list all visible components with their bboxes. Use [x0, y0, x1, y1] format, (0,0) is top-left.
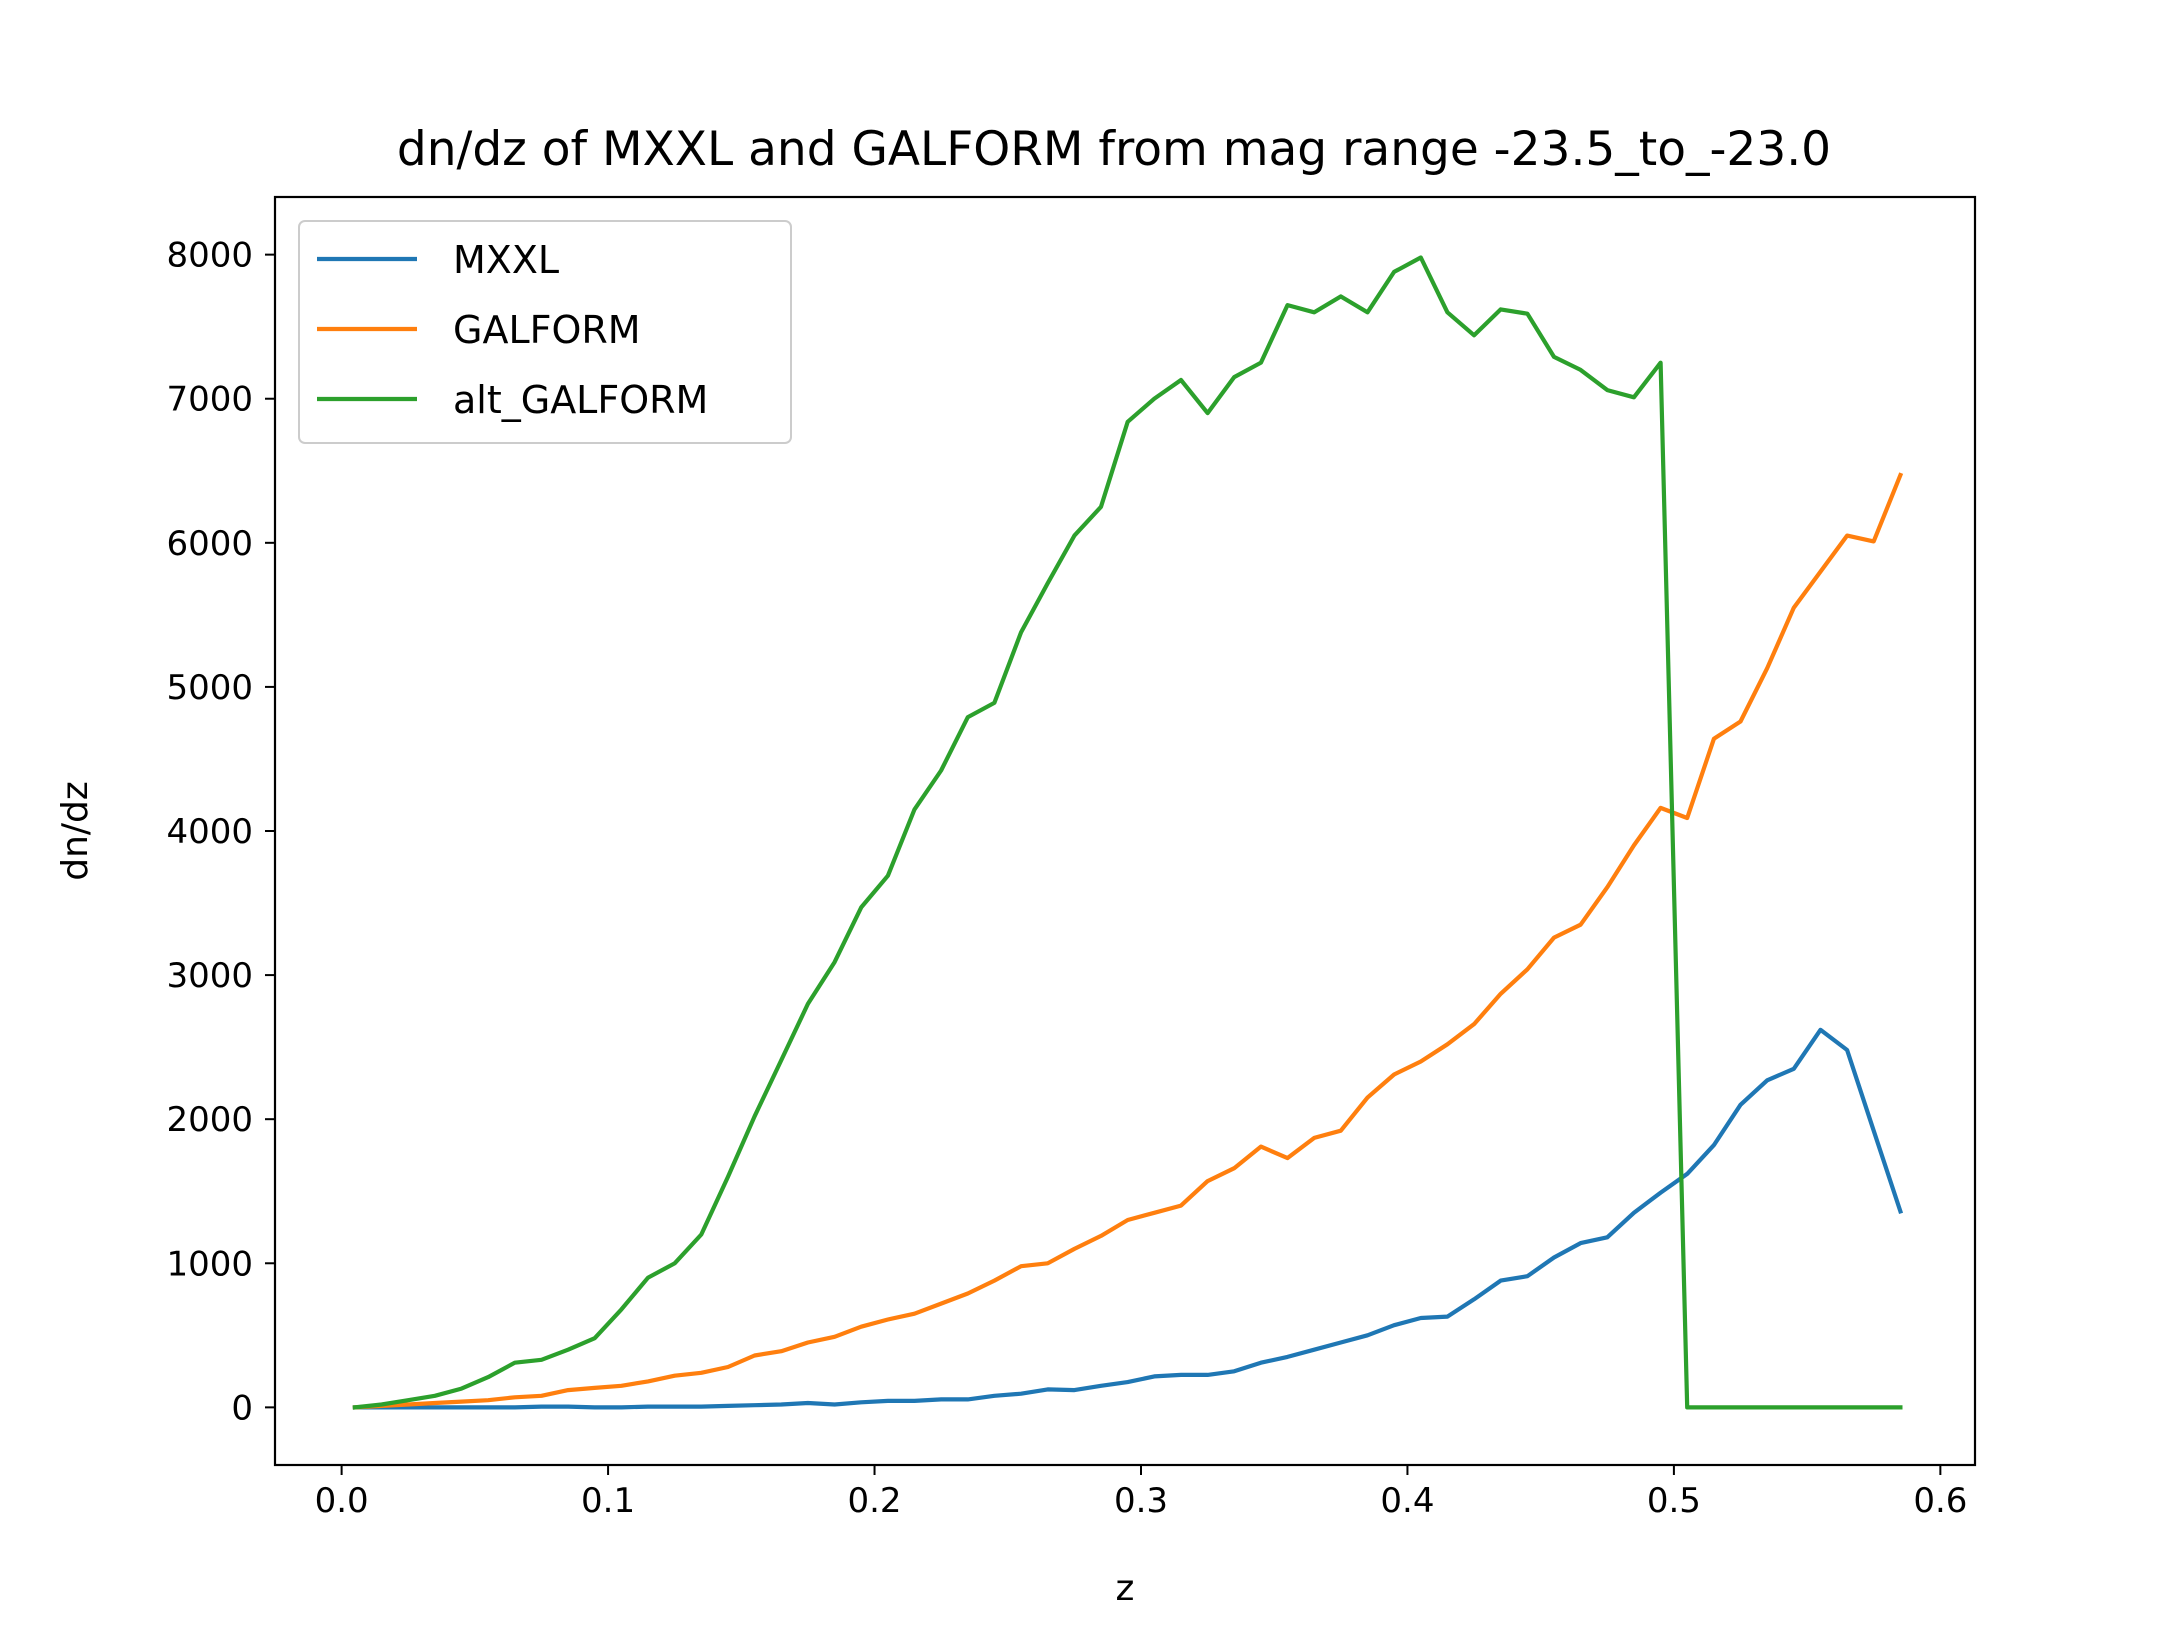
series-line-mxxl: [352, 1027, 1904, 1410]
x-tick-label: 0.3: [1114, 1481, 1168, 1521]
y-tick-label: 1000: [166, 1244, 253, 1284]
legend-label: GALFORM: [453, 308, 641, 352]
x-axis: 0.0 0.1 0.2 0.3 0.4 0.5 0.6: [315, 1465, 1967, 1521]
legend-label: alt_GALFORM: [453, 378, 708, 422]
y-tick-label: 3000: [166, 956, 253, 996]
y-tick-label: 4000: [166, 812, 253, 852]
x-tick-label: 0.0: [315, 1481, 369, 1521]
x-tick-label: 0.1: [581, 1481, 635, 1521]
chart-title: dn/dz of MXXL and GALFORM from mag range…: [397, 122, 1831, 177]
y-tick-label: 7000: [166, 380, 253, 420]
x-tick-label: 0.5: [1647, 1481, 1701, 1521]
series-line-galform: [352, 472, 1904, 1410]
y-tick-label: 6000: [166, 524, 253, 564]
y-axis: 0 1000 2000 3000 4000 5000 6000 7000 8000: [166, 236, 275, 1428]
legend-label: MXXL: [453, 238, 559, 282]
x-axis-label: z: [1116, 1568, 1135, 1609]
x-tick-label: 0.6: [1913, 1481, 1967, 1521]
x-tick-label: 0.4: [1380, 1481, 1434, 1521]
series-layer: [352, 255, 1904, 1410]
y-tick-label: 2000: [166, 1100, 253, 1140]
legend: MXXL GALFORM alt_GALFORM: [298, 220, 792, 444]
y-axis-label: dn/dz: [55, 781, 96, 881]
y-tick-label: 8000: [166, 236, 253, 276]
y-tick-label: 0: [231, 1388, 253, 1428]
legend-box: [298, 220, 792, 444]
x-tick-label: 0.2: [847, 1481, 901, 1521]
series-line-alt-galform: [352, 255, 1903, 1410]
y-tick-label: 5000: [166, 668, 253, 708]
